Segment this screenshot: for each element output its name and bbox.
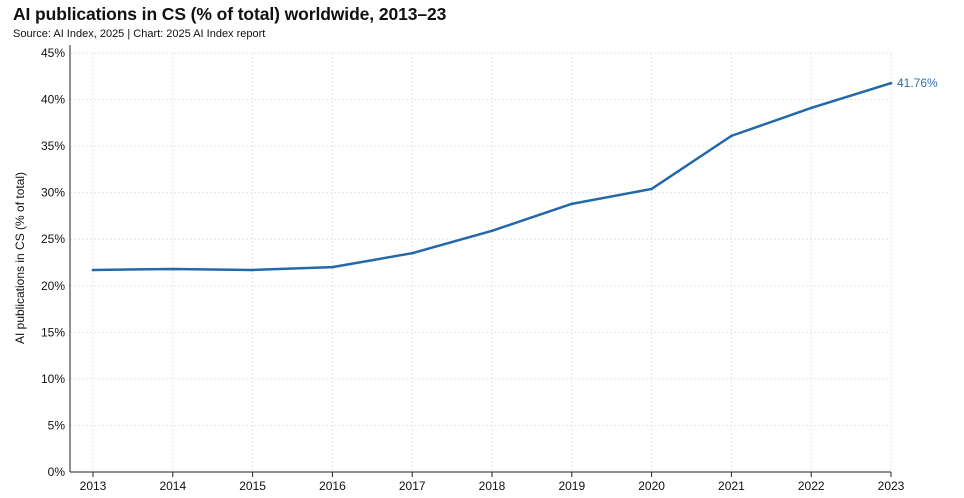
y-tick-label: 15% [41,325,65,339]
x-tick-label: 2021 [718,479,745,493]
x-tick-label: 2022 [798,479,825,493]
y-tick-label: 35% [41,139,65,153]
chart-title: AI publications in CS (% of total) world… [13,4,447,24]
x-tick-label: 2016 [319,479,346,493]
y-tick-label: 0% [48,465,66,479]
x-tick-label: 2013 [80,479,107,493]
y-tick-label: 45% [41,46,65,60]
data-point [171,267,175,271]
y-tick-label: 20% [41,279,65,293]
data-point [570,202,574,206]
y-tick-label: 25% [41,232,65,246]
x-tick-label: 2017 [399,479,426,493]
axes: 0% 5% 10% 15% 20% 25% 30% 35% 40% 45% 2013 2014 2015… [41,45,905,493]
x-tick-label: 2023 [878,479,905,493]
x-tick-label: 2015 [239,479,266,493]
x-tick-label: 2020 [638,479,665,493]
y-tick-label: 40% [41,93,65,107]
x-tick-label: 2018 [479,479,506,493]
gridlines [70,52,892,472]
y-tick-label: 30% [41,186,65,200]
chart-subtitle: Source: AI Index, 2025 | Chart: 2025 AI … [13,28,266,40]
end-value-label: 41.76% [897,76,938,90]
y-axis-title: AI publications in CS (% of total) [13,172,27,344]
data-point [331,265,334,269]
y-tick-label: 5% [48,418,66,432]
data-point [730,134,733,138]
series-layer: 41.76% [91,76,938,272]
y-tick-label: 10% [41,372,65,386]
x-tick-label: 2014 [159,479,186,493]
data-point [410,251,414,255]
data-point [251,268,254,272]
data-point [650,187,653,191]
data-point [91,268,95,272]
data-point [809,106,813,110]
data-point [889,81,893,85]
x-tick-label: 2019 [558,479,585,493]
data-point [490,229,494,233]
